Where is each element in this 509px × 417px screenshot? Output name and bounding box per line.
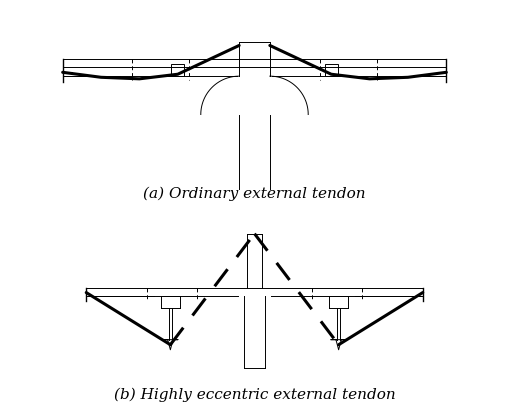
Text: (b) Highly eccentric external tendon: (b) Highly eccentric external tendon xyxy=(114,387,395,402)
Text: (a) Ordinary external tendon: (a) Ordinary external tendon xyxy=(143,186,366,201)
Bar xyxy=(171,64,184,76)
Bar xyxy=(325,64,338,76)
